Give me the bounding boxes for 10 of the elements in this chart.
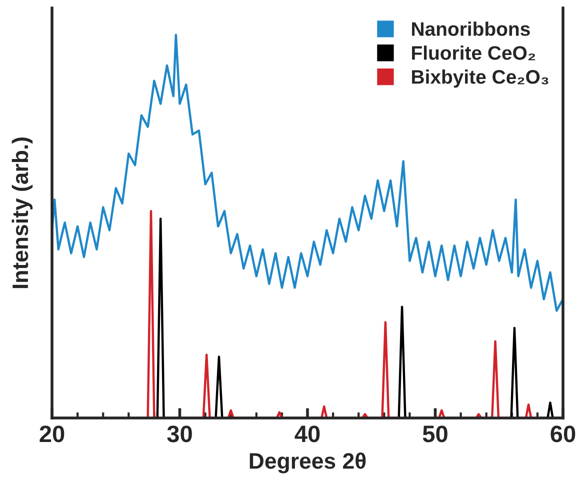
x-tick-label: 30 — [167, 426, 192, 442]
x-tick-label: 60 — [550, 426, 576, 442]
legend-label: Nanoribbons — [412, 22, 530, 36]
legend-label: Fluorite CeO₂ — [412, 46, 536, 60]
x-tick-label: 20 — [40, 426, 64, 442]
y-axis-title: Intensity (arb.) — [12, 138, 33, 288]
x-axis-title: Degrees 2θ — [250, 452, 366, 474]
x-tick-label: 40 — [294, 426, 320, 442]
legend-label: Bixbyite Ce₂O₃ — [412, 70, 548, 88]
x-tick-label: 50 — [422, 426, 448, 442]
